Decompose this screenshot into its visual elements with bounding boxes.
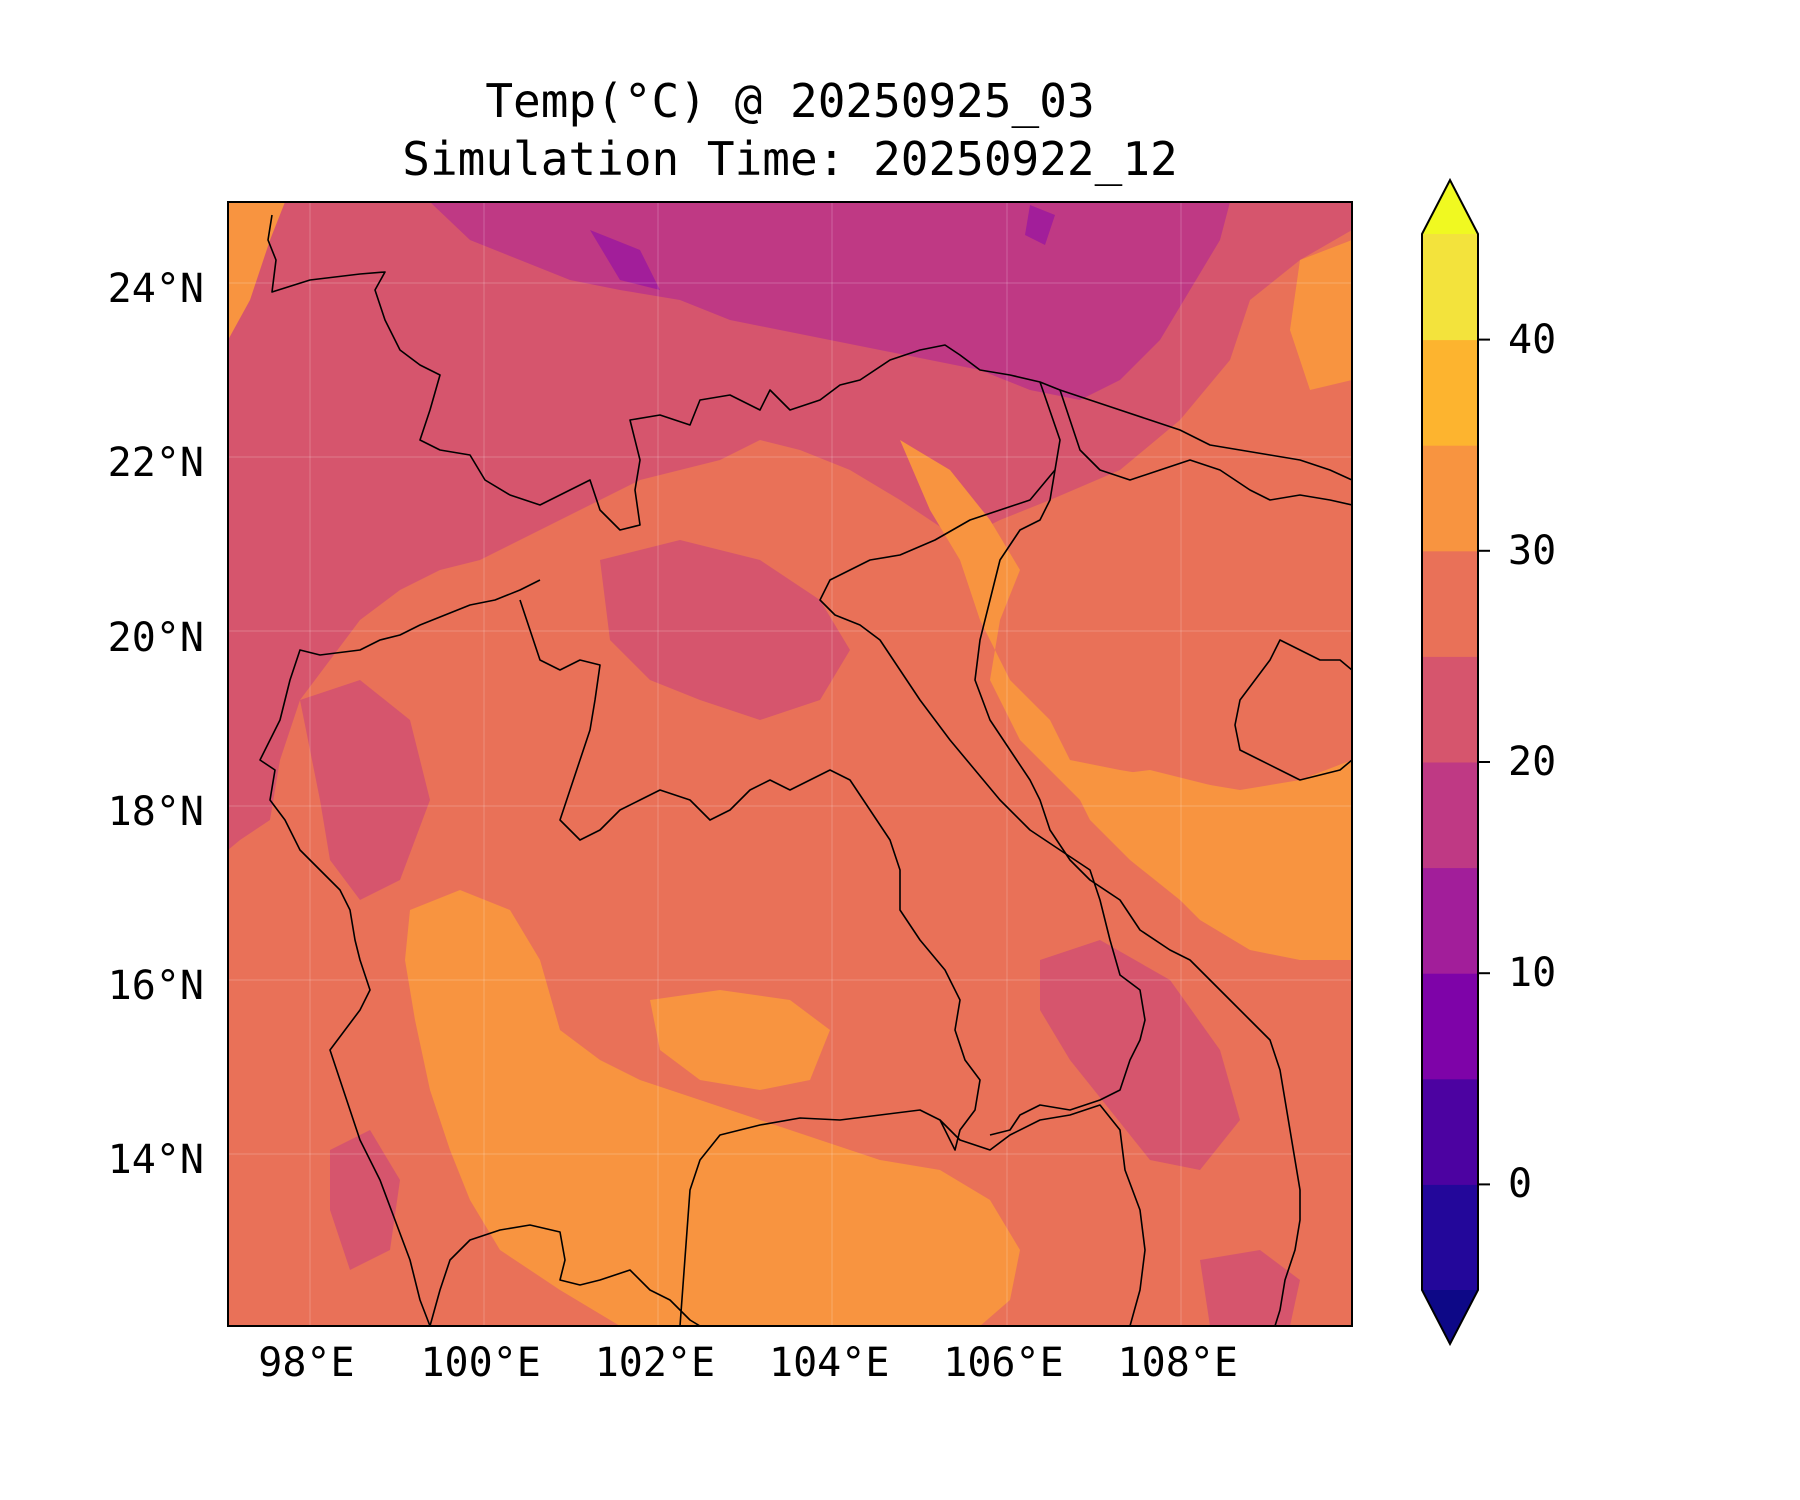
lon-tick-label: 100°E bbox=[420, 1340, 541, 1386]
myanmar-thai-border bbox=[259, 579, 541, 1326]
gulf-coast-north bbox=[1059, 389, 1352, 481]
map-gridlines bbox=[228, 202, 1352, 1326]
colorbar-level-8 bbox=[1422, 339, 1478, 446]
laos-border bbox=[519, 599, 981, 1326]
colorbar-level-2 bbox=[1422, 973, 1478, 1080]
hainan-coast bbox=[1234, 639, 1352, 781]
field-patch-north-10-15 bbox=[590, 230, 660, 290]
field-thai-plain-30-35 bbox=[405, 890, 1020, 1326]
field-west-coast-20-25 bbox=[330, 1130, 400, 1270]
lon-tick-label: 102°E bbox=[594, 1340, 716, 1386]
china-border bbox=[267, 214, 1352, 531]
colorbar-outline bbox=[1421, 177, 1479, 1347]
field-ne-30-35 bbox=[1290, 240, 1352, 390]
vietnam-laos-border bbox=[819, 381, 1146, 1136]
colorbar-tick-label: 10 bbox=[1508, 950, 1557, 997]
thai-gulf-coast bbox=[429, 1224, 701, 1326]
colorbar-level-0 bbox=[1422, 1184, 1478, 1291]
lat-tick-label: 14°N bbox=[107, 1137, 204, 1184]
lat-tick-label: 16°N bbox=[107, 963, 204, 1010]
lat-tick-label: 18°N bbox=[107, 788, 204, 835]
field-patch-nw-30-35 bbox=[228, 202, 285, 340]
colorbar-level-4 bbox=[1422, 762, 1478, 869]
field-patch-annamite-20-25 bbox=[1040, 940, 1240, 1170]
temperature-field bbox=[228, 202, 1352, 1326]
colorbar bbox=[1421, 177, 1490, 1347]
cambodia-border bbox=[939, 1104, 1146, 1326]
lat-tick-label: 20°N bbox=[107, 614, 204, 661]
lon-tick-label: 98°E bbox=[258, 1340, 355, 1386]
colorbar-level-6 bbox=[1422, 550, 1478, 657]
colorbar-level-5 bbox=[1422, 656, 1478, 763]
chart-subtitle: Simulation Time: 20250922_12 bbox=[402, 132, 1178, 186]
chart-title: Temp(°C) @ 20250925_03 bbox=[485, 74, 1095, 128]
colorbar-level-7 bbox=[1422, 445, 1478, 552]
colorbar-extend-under bbox=[1422, 1290, 1478, 1344]
colorbar-level-3 bbox=[1422, 867, 1478, 974]
colorbar-extend-over bbox=[1422, 180, 1478, 234]
field-patch-west-20-25 bbox=[300, 680, 430, 900]
lat-tick-label: 22°N bbox=[107, 440, 204, 487]
field-patch-north2-10-15 bbox=[1025, 205, 1055, 245]
field-khorat-30-35 bbox=[650, 990, 830, 1090]
country-borders bbox=[259, 214, 1352, 1326]
colorbar-tick-label: 20 bbox=[1508, 739, 1557, 785]
field-south-patch-20-25 bbox=[1200, 1250, 1300, 1326]
colorbar-tick-label: 30 bbox=[1508, 527, 1557, 574]
colorbar-tick-label: 40 bbox=[1508, 316, 1557, 363]
lon-tick-label: 106°E bbox=[943, 1340, 1064, 1386]
field-patch-laos-20-25 bbox=[600, 540, 850, 720]
colorbar-level-1 bbox=[1422, 1078, 1478, 1185]
map-frame bbox=[227, 201, 1353, 1327]
lon-tick-label: 104°E bbox=[768, 1340, 890, 1386]
vietnam-coast bbox=[974, 469, 1301, 1326]
lon-tick-label: 108°E bbox=[1117, 1340, 1238, 1386]
colorbar-level-9 bbox=[1422, 234, 1478, 341]
field-gulf-30-35 bbox=[1070, 770, 1352, 960]
lat-tick-label: 24°N bbox=[107, 266, 204, 313]
colorbar-tick-label: 0 bbox=[1508, 1161, 1533, 1208]
